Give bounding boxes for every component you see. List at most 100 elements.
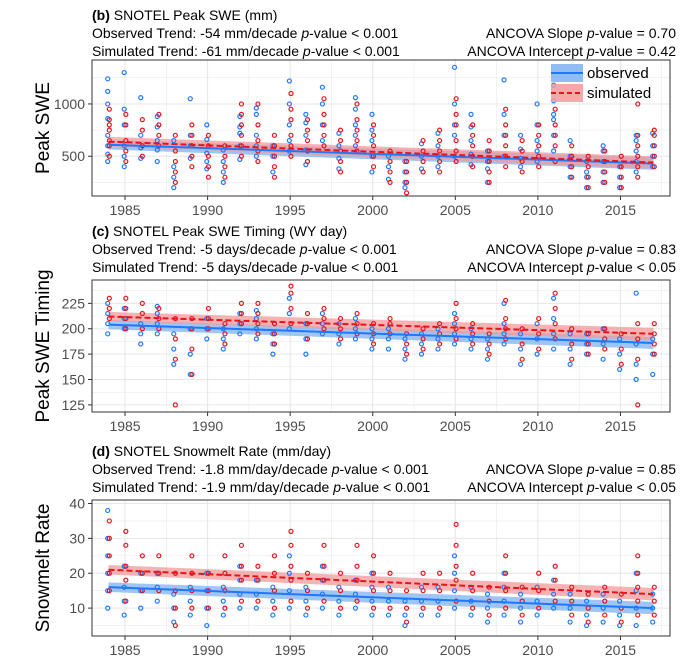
observed-point (567, 619, 573, 625)
observed-point (633, 622, 639, 629)
observed-point (451, 341, 458, 347)
simulated-point (536, 346, 542, 352)
simulated-point (222, 605, 228, 611)
observed-point (270, 169, 276, 175)
simulated-point (189, 132, 195, 138)
x-tick-label: 1985 (109, 202, 140, 218)
x-tick-label: 1985 (109, 642, 140, 658)
simulated-point (519, 612, 525, 618)
simulated-point (486, 158, 492, 165)
panel-title-text: SNOTEL Peak SWE Timing (WY day) (113, 223, 347, 239)
simulated-point (123, 305, 129, 312)
simulated-point (618, 185, 624, 191)
simulated-point (635, 174, 641, 180)
observed-point (584, 612, 590, 618)
observed-point (550, 315, 557, 322)
simulated-point (437, 321, 443, 327)
simulated-point (205, 164, 211, 170)
observed-point (204, 622, 210, 629)
observed-point (550, 117, 557, 123)
simulated-point (123, 158, 129, 165)
simulated-point (453, 111, 459, 118)
observed-point (517, 605, 524, 611)
y-tick-label: 1000 (54, 96, 85, 112)
ancova-intercept-text: ANCOVA Intercept p-value = 0.42 (467, 43, 676, 59)
observed-point (286, 570, 292, 576)
observed-point (121, 164, 127, 170)
observed-point (220, 158, 226, 165)
observed-point (352, 122, 359, 128)
observed-point (451, 605, 458, 611)
plot-border (91, 279, 671, 413)
observed-point (303, 111, 309, 118)
observed-point (435, 612, 441, 618)
panel-label: (d) (92, 443, 110, 459)
simulated-point (123, 122, 129, 128)
observed-point (286, 78, 292, 84)
observed-point (468, 612, 474, 618)
ancova-intercept-text: ANCOVA Intercept p-value < 0.05 (467, 479, 676, 495)
observed-point (286, 137, 292, 144)
observed-point (435, 164, 441, 170)
simulated-point (172, 158, 178, 165)
observed-point (451, 588, 458, 594)
ancova-intercept-text-part: -value < 0.05 (595, 259, 677, 275)
observed-point (105, 331, 111, 337)
observed-point (352, 315, 359, 322)
observed-point (336, 598, 342, 604)
y-tick-label: 30 (69, 530, 85, 546)
simulated-point (552, 290, 558, 296)
simulated-point (238, 321, 245, 327)
gridlines (92, 500, 670, 636)
simulated-trend-text-part: Simulated Trend: -1.9 mm/day/decade (92, 479, 330, 495)
simulated-point (503, 605, 509, 611)
observed-point (204, 158, 210, 165)
simulated-point (420, 137, 426, 144)
simulated-point (635, 153, 641, 159)
simulated-point (238, 577, 245, 583)
simulated-point (321, 305, 327, 312)
observed-point (369, 137, 375, 144)
observed-point (253, 153, 259, 159)
simulated-point (354, 117, 360, 123)
simulated-point (602, 169, 608, 175)
observed-point (121, 69, 127, 76)
observed-point (286, 588, 292, 594)
simulated-point (453, 158, 459, 165)
observed-point (369, 598, 375, 604)
y-tick-label: 175 (62, 346, 86, 362)
simulated-point (503, 143, 509, 149)
x-tick-label: 1995 (275, 642, 306, 658)
observed-point (451, 570, 458, 576)
observed-point (550, 331, 557, 337)
simulated-point (569, 153, 575, 159)
observed-point (171, 185, 177, 191)
simulated-point (585, 351, 591, 357)
simulated-point (536, 132, 542, 138)
observed-point (501, 331, 507, 337)
observed-point (138, 605, 144, 611)
observed-point (105, 88, 111, 94)
simulated-point (172, 169, 178, 175)
observed-point (369, 326, 375, 332)
observed-trend-text-part: Observed Trend: -1.8 mm/day/decade (92, 461, 328, 477)
simulated-point (387, 315, 393, 322)
simulated-point (503, 588, 509, 594)
simulated-point (238, 153, 245, 159)
x-tick-label: 1990 (192, 418, 223, 434)
simulated-point (387, 179, 393, 185)
simulated-point (486, 169, 492, 175)
simulated-point (453, 521, 459, 528)
simulated-trend-text-part: p (332, 479, 341, 495)
observed-point (253, 132, 259, 138)
observed-point (550, 295, 557, 301)
simulated-point (651, 341, 657, 347)
simulated-point (337, 127, 344, 133)
simulated-point (503, 315, 509, 322)
simulated-point (238, 563, 245, 569)
simulated-point (354, 598, 360, 604)
simulated-point (189, 371, 195, 378)
simulated-point (304, 336, 311, 342)
simulated-trend-text-part: -value < 0.001 (309, 259, 398, 275)
observed-point (468, 111, 474, 118)
